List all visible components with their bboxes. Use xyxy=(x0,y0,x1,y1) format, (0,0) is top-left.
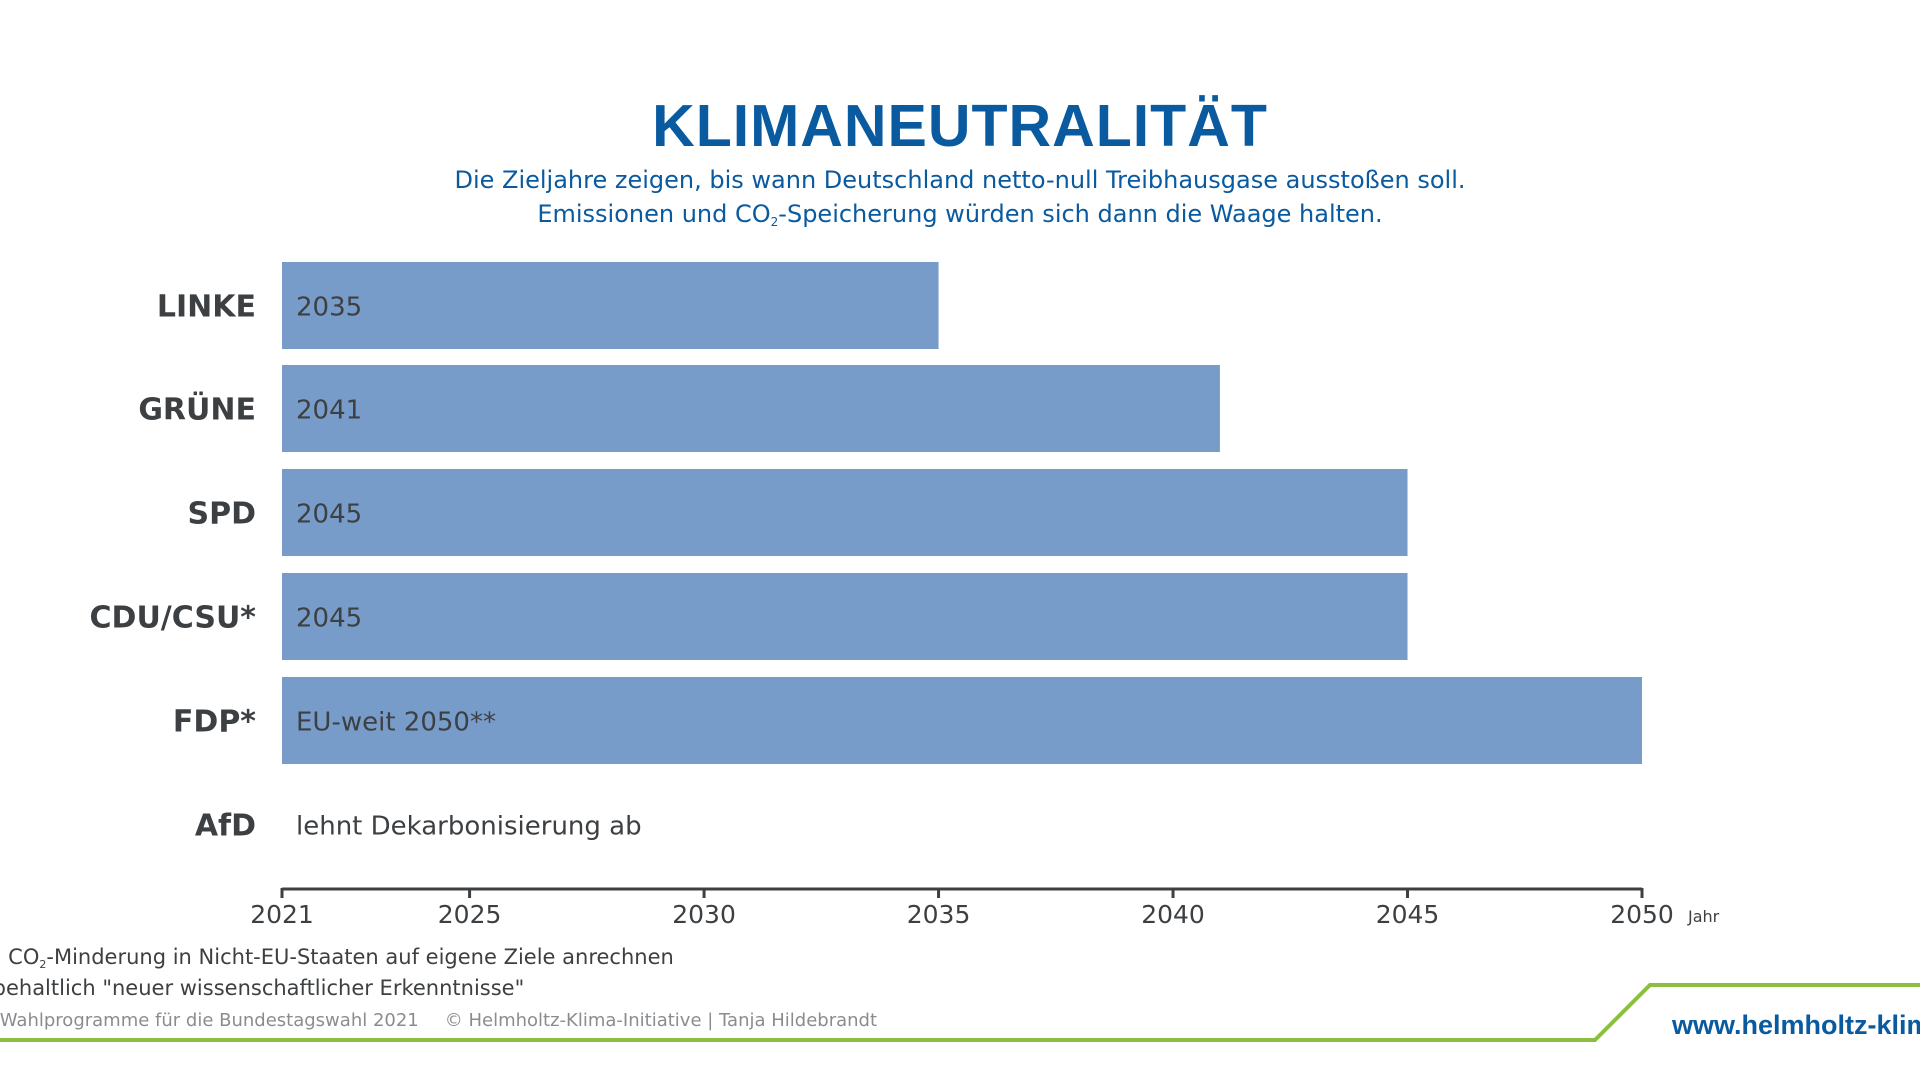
category-label-1: GRÜNE xyxy=(138,391,256,428)
bar-label-4: EU-weit 2050** xyxy=(296,708,496,738)
category-label-0: LINKE xyxy=(157,290,256,325)
x-tick-label-2: 2030 xyxy=(672,900,736,929)
subtitle-subscript: 2 xyxy=(770,215,779,229)
subtitle-text-before: Emissionen und CO xyxy=(537,200,771,228)
footnote-1: ill CO2-Minderung in Nicht-EU-Staaten au… xyxy=(0,945,674,971)
footnote-2: rbehaltlich "neuer wissenschaftlicher Er… xyxy=(0,976,525,1000)
footnote-1-before: ill CO xyxy=(0,945,40,969)
footnote-1-after: -Minderung in Nicht-EU-Staaten auf eigen… xyxy=(46,945,674,969)
bar-label-0: 2035 xyxy=(296,293,362,323)
category-label-3: CDU/CSU* xyxy=(90,601,257,636)
category-label-5: AfD xyxy=(195,809,256,844)
x-axis-unit-label: Jahr xyxy=(1687,907,1720,926)
category-label-2: SPD xyxy=(188,497,257,532)
x-tick-label-4: 2040 xyxy=(1141,900,1205,929)
bar-label-2: 2045 xyxy=(296,500,362,530)
x-tick-label-5: 2045 xyxy=(1376,900,1440,929)
bar-label-5: lehnt Dekarbonisierung ab xyxy=(296,812,642,842)
x-tick-label-0: 2021 xyxy=(250,900,314,929)
footer-green-line xyxy=(0,983,1920,1042)
bar-4 xyxy=(282,677,1642,764)
chart-subtitle-line1: Die Zieljahre zeigen, bis wann Deutschla… xyxy=(454,166,1466,194)
bar-0 xyxy=(282,262,939,349)
x-tick-label-1: 2025 xyxy=(438,900,502,929)
bar-label-1: 2041 xyxy=(296,396,362,426)
x-tick-label-6: 2050 xyxy=(1610,900,1674,929)
category-label-4: FDP* xyxy=(173,705,256,740)
chart-subtitle-line2: Emissionen und CO2-Speicherung würden si… xyxy=(0,200,1920,229)
bar-3 xyxy=(282,573,1408,660)
source-line: : Wahlprogramme für die Bundestagswahl 2… xyxy=(0,1010,877,1031)
footnote-1-subscript: 2 xyxy=(39,958,47,971)
x-tick-label-3: 2035 xyxy=(907,900,971,929)
copyright-text: © Helmholtz-Klima-Initiative | Tanja Hil… xyxy=(444,1010,878,1031)
source-text: : Wahlprogramme für die Bundestagswahl 2… xyxy=(0,1010,419,1031)
bar-1 xyxy=(282,365,1220,452)
website-link[interactable]: www.helmholtz-klima.de xyxy=(1672,1010,1920,1040)
chart-title: KLIMANEUTRALITÄT xyxy=(652,93,1268,159)
subtitle-text-after: -Speicherung würden sich dann die Waage … xyxy=(778,200,1383,228)
bar-2 xyxy=(282,469,1408,556)
bar-label-3: 2045 xyxy=(296,604,362,634)
